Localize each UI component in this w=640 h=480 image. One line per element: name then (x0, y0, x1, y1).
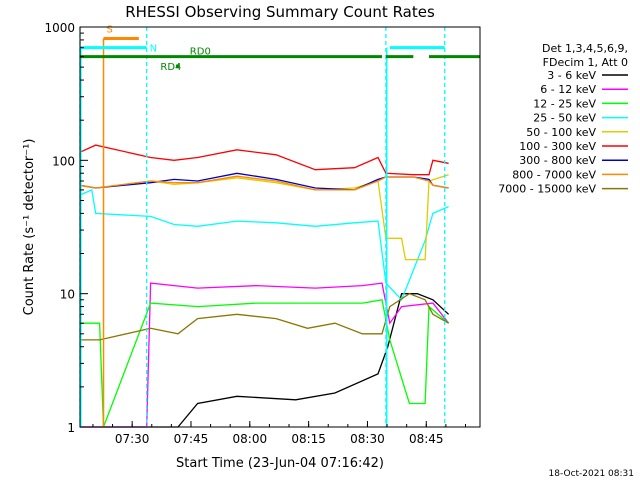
series-lines (79, 144, 450, 428)
flag-label-rd0: RD0 (190, 47, 211, 58)
generation-timestamp: 18-Oct-2021 08:31 (549, 469, 634, 479)
x-axis-ticks: 07:30 07:45 08:00 08:15 08:30 08:45 (92, 421, 466, 446)
y-axis-label: Count Rate (s⁻¹ detector⁻¹) (22, 139, 37, 316)
legend-label-8: 7000 - 15000 keV (498, 183, 596, 196)
legend-label-7: 800 - 7000 keV (512, 168, 596, 181)
legend-label-6: 300 - 800 keV (519, 154, 596, 167)
legend-label-2: 12 - 25 keV (533, 97, 596, 110)
flag-label-s: S (107, 24, 113, 35)
chart-title: RHESSI Observing Summary Count Rates (125, 3, 435, 21)
annotation-lines: S N RD0 RD4 (79, 24, 480, 427)
series-line-7 (79, 175, 449, 191)
series-line-8 (80, 292, 449, 341)
flag-label-rd4: RD4 (160, 62, 181, 73)
plot-frame (79, 26, 481, 428)
y-tick-label-2: 100 (52, 154, 75, 168)
y-axis-ticks: 1 10 100 1000 (44, 21, 88, 435)
series-line-2 (80, 299, 450, 428)
legend-label-5: 100 - 300 keV (519, 140, 596, 153)
legend-header-line-1: Det 1,3,4,5,6,9, (542, 42, 628, 55)
y-tick-label-3: 1000 (44, 21, 75, 35)
legend-label-4: 50 - 100 keV (526, 126, 596, 139)
series-line-1 (80, 282, 450, 428)
x-tick-label-4: 08:30 (350, 432, 385, 446)
x-tick-label-1: 07:45 (174, 432, 209, 446)
legend: Det 1,3,4,5,6,9, FDecim 1, Att 0 3 - 6 k… (498, 42, 628, 196)
legend-header-line-2: FDecim 1, Att 0 (543, 56, 628, 69)
x-tick-label-3: 08:15 (291, 432, 326, 446)
flag-label-n: N (150, 44, 157, 55)
legend-label-3: 25 - 50 keV (533, 112, 596, 125)
y-tick-label-1: 10 (60, 288, 75, 302)
x-axis-label: Start Time (23-Jun-04 07:16:42) (176, 456, 384, 471)
series-line-5 (79, 144, 449, 176)
x-tick-label-2: 08:00 (233, 432, 268, 446)
y-tick-label-0: 1 (67, 421, 75, 435)
legend-label-1: 6 - 12 keV (540, 83, 596, 96)
legend-label-0: 3 - 6 keV (547, 69, 596, 82)
series-line-3 (79, 188, 449, 301)
series-line-4 (79, 174, 449, 261)
x-tick-label-5: 08:45 (409, 432, 444, 446)
series-line-0 (80, 293, 450, 428)
x-tick-label-0: 07:30 (115, 432, 150, 446)
